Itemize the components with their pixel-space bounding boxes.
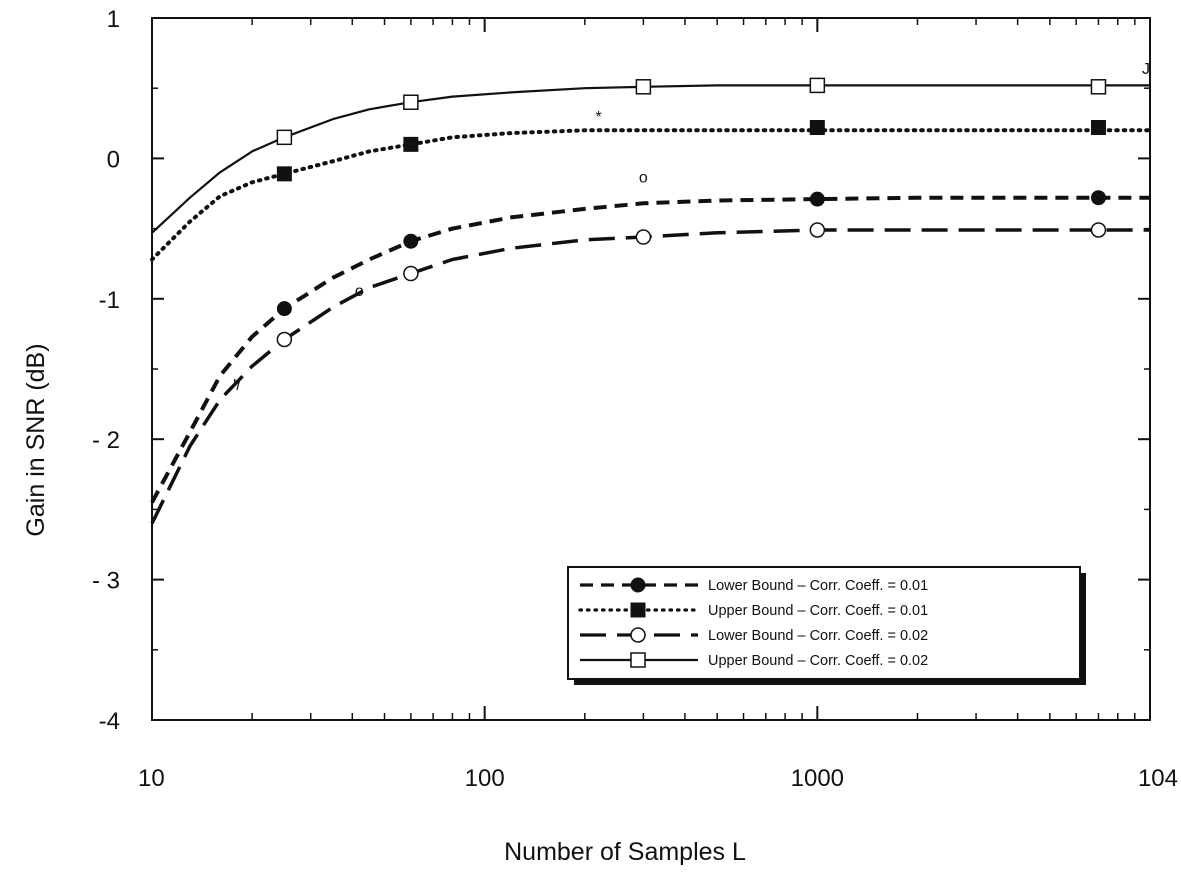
legend: Lower Bound – Corr. Coeff. = 0.01 Upper B…: [567, 566, 1086, 685]
series-1-marker: [403, 233, 419, 249]
legend-marker-4: [630, 652, 646, 668]
series-4-marker: [809, 77, 826, 94]
legend-entry-1: Lower Bound – Corr. Coeff. = 0.01: [708, 578, 928, 594]
series-3-marker: [276, 331, 293, 348]
x-tick-label: 104: [1138, 765, 1178, 792]
x-tick-label: 10: [138, 765, 165, 792]
x-tick-label: 100: [465, 765, 505, 792]
series-1-marker: [1090, 190, 1106, 206]
y-axis-label: Gain in SNR (dB): [22, 343, 50, 536]
legend-marker-3: [630, 627, 646, 643]
series-1-marker: [276, 301, 292, 317]
plot-annotations: o o * '/ J: [233, 61, 1150, 394]
x-tick-label: 1000: [791, 765, 844, 792]
y-tick-label: 0: [107, 146, 120, 173]
series-3-marker: [809, 222, 826, 238]
legend-marker-1: [630, 577, 646, 593]
series-3-marker: [403, 265, 419, 282]
series-2-marker: [809, 120, 825, 136]
annotation-label: o: [355, 283, 364, 300]
series-line-2: [150, 128, 1152, 262]
legend-entry-4: Upper Bound – Corr. Coeff. = 0.02: [708, 653, 928, 669]
y-tick-label: - 3: [92, 568, 120, 595]
series-line-4: [151, 84, 1150, 234]
series-3-marker: [635, 229, 652, 245]
legend-entry-2: Upper Bound – Corr. Coeff. = 0.01: [708, 603, 928, 619]
y-tick-label: 1: [107, 6, 120, 33]
y-tick-label: - 2: [92, 427, 120, 454]
series-4-marker: [403, 94, 419, 110]
annotation-label: '/: [233, 377, 241, 394]
series-3-marker: [1090, 222, 1107, 238]
series-4-marker: [1090, 79, 1107, 95]
annotation-label: *: [595, 109, 601, 126]
series-line-1: [150, 195, 1150, 504]
series-2-marker: [276, 166, 292, 182]
series-2-marker: [1090, 120, 1106, 136]
y-tick-label: -1: [99, 287, 120, 314]
annotation-label: o: [639, 169, 648, 186]
y-tick-label: -4: [99, 708, 120, 735]
plot-series: [150, 77, 1152, 525]
legend-entry-3: Lower Bound – Corr. Coeff. = 0.02: [708, 628, 928, 644]
series-4-marker: [635, 79, 652, 95]
series-2-marker: [403, 136, 419, 152]
series-4-marker: [276, 129, 293, 146]
annotation-label: J: [1142, 61, 1150, 78]
x-axis-label: Number of Samples L: [504, 838, 746, 866]
series-1-marker: [809, 191, 825, 207]
series-line-3: [150, 228, 1150, 525]
legend-marker-2: [630, 602, 646, 618]
